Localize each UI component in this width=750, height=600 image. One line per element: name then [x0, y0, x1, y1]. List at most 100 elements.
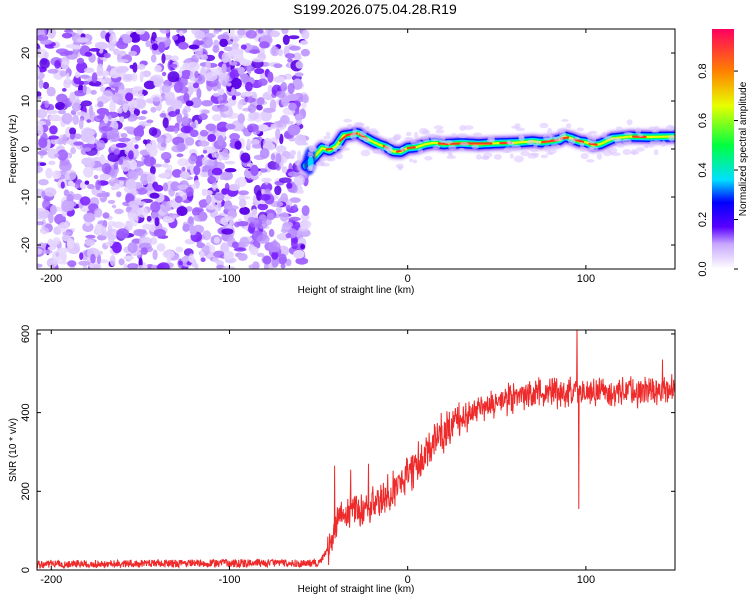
noise-speckle [78, 118, 84, 130]
ridge-halo-speckle [653, 126, 660, 133]
noise-speckle [38, 78, 44, 89]
noise-speckle [125, 92, 134, 102]
noise-speckle [44, 100, 50, 109]
noise-speckle [130, 214, 139, 227]
spectrogram-y-axis-label: Frequency (Hz) [8, 115, 19, 184]
noise-speckle [220, 217, 229, 226]
noise-speckle [142, 223, 153, 230]
noise-speckle [145, 143, 153, 152]
noise-speckle [151, 264, 158, 269]
ridge-halo-speckle [409, 158, 414, 163]
colorbar-tick-label: 0.4 [697, 162, 709, 177]
noise-speckle [212, 114, 222, 122]
noise-speckle [241, 92, 247, 97]
ridge-halo-speckle [605, 135, 613, 141]
ridge-halo-speckle [533, 144, 538, 148]
noise-speckle [201, 156, 208, 165]
ridge-halo-speckle [559, 130, 566, 138]
noise-speckle [280, 263, 286, 269]
ridge-halo-speckle [307, 151, 314, 155]
noise-speckle [61, 32, 73, 39]
noise-speckle [98, 259, 110, 264]
noise-speckle [202, 149, 208, 154]
ridge-halo-speckle [614, 139, 622, 145]
snr-y-ticks: 0 200 400 600 [20, 325, 675, 573]
noise-speckle [91, 72, 98, 83]
noise-speckle [37, 248, 43, 255]
ridge-halo-speckle [579, 142, 585, 148]
noise-speckle [245, 81, 253, 92]
noise-speckle [56, 93, 68, 104]
noise-speckle [213, 236, 220, 244]
noise-speckle [103, 52, 111, 59]
noise-speckle [242, 76, 255, 86]
noise-speckle [188, 44, 200, 50]
noise-speckle [198, 113, 208, 121]
noise-speckle [261, 177, 272, 183]
ridge-halo-speckle [623, 132, 633, 135]
noise-speckle [268, 241, 281, 253]
noise-speckle [224, 182, 230, 193]
ridge-halo-speckle [321, 140, 329, 144]
noise-speckle [143, 156, 157, 167]
spectrogram-x-tick-label: 0 [405, 273, 411, 285]
noise-speckle [222, 266, 235, 269]
noise-speckle [285, 204, 291, 211]
noise-speckle [109, 181, 115, 187]
noise-speckle [67, 260, 77, 267]
noise-speckle [250, 139, 260, 146]
noise-speckle [202, 230, 212, 241]
noise-speckle [46, 109, 58, 115]
noise-speckle [270, 200, 284, 208]
ridge-halo-speckle [504, 146, 513, 153]
noise-speckle [100, 231, 112, 237]
noise-speckle [48, 212, 54, 224]
noise-speckle [280, 81, 288, 92]
noise-speckle [111, 241, 122, 254]
noise-speckle [288, 171, 300, 177]
noise-speckle [132, 31, 137, 43]
noise-speckle [101, 163, 112, 174]
noise-speckle [54, 213, 66, 225]
noise-speckle [59, 160, 72, 172]
ridge-halo-speckle [652, 140, 662, 144]
ridge-halo-speckle [653, 149, 659, 156]
noise-speckle [288, 216, 301, 222]
noise-speckle [175, 246, 184, 253]
noise-speckle [217, 88, 225, 96]
noise-speckle [135, 167, 144, 176]
noise-speckle [205, 123, 217, 131]
ridge-halo-speckle [530, 148, 539, 153]
noise-speckle [38, 137, 48, 149]
noise-speckle [48, 160, 56, 166]
noise-speckle [270, 46, 280, 57]
noise-speckle [246, 63, 252, 75]
noise-speckle [221, 80, 227, 86]
noise-speckle [83, 166, 94, 178]
snr-series-line [37, 330, 675, 570]
noise-speckle [194, 30, 206, 40]
ridge-halo-speckle [644, 144, 655, 148]
ridge-halo-speckle [412, 159, 418, 164]
ridge-halo-speckle [405, 131, 412, 137]
noise-speckle [166, 253, 172, 264]
noise-speckle [206, 33, 215, 39]
noise-speckle [107, 115, 112, 120]
noise-speckle [260, 110, 272, 122]
noise-speckle [178, 76, 188, 87]
noise-speckle [262, 255, 272, 265]
noise-speckle [177, 158, 189, 167]
noise-speckle [161, 53, 166, 64]
noise-speckle [119, 50, 127, 57]
noise-speckle [244, 97, 256, 103]
noise-speckle [100, 30, 107, 39]
ridge-peak [588, 142, 598, 146]
noise-speckle [140, 173, 150, 186]
noise-speckle [50, 263, 56, 269]
colorbar-gradient [712, 29, 734, 269]
noise-speckle [95, 179, 101, 191]
ridge-halo-speckle [319, 160, 325, 167]
noise-speckle [133, 108, 140, 117]
colorbar-label: Normalized spectral amplitude [738, 81, 749, 216]
noise-speckle [231, 241, 239, 249]
